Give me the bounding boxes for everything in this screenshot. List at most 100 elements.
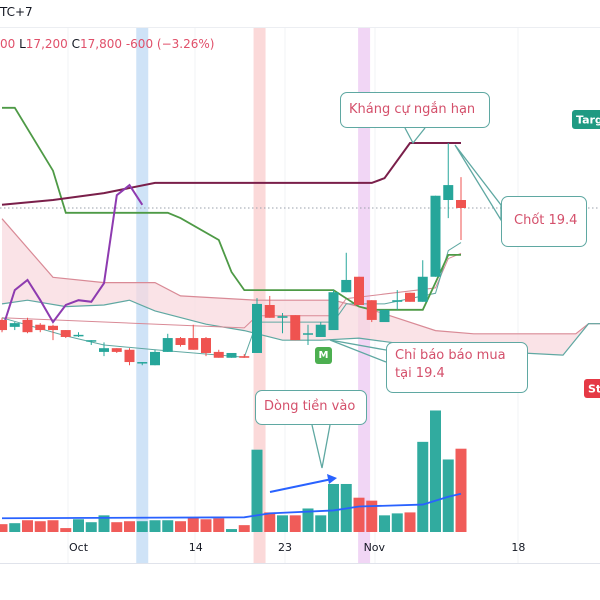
low-value: 17,200 — [25, 37, 68, 51]
arrow-head-icon — [327, 474, 337, 484]
target-tag[interactable]: Target — [572, 110, 600, 129]
volume-bar — [289, 515, 301, 532]
time-axis-label: 14 — [188, 541, 203, 554]
band-upper-line — [1, 252, 462, 329]
oscillator-line — [1, 183, 144, 331]
volume-bar — [162, 520, 174, 532]
stop-tag[interactable]: Stop — [584, 379, 600, 398]
volume-bar — [417, 441, 429, 532]
volume-bar — [366, 500, 378, 532]
volume-bar — [315, 515, 327, 532]
candle-body — [456, 200, 466, 208]
candle-body — [86, 340, 97, 342]
session-highlight — [358, 28, 371, 563]
candle-body — [405, 292, 415, 302]
volume-bar — [302, 508, 314, 532]
resistance-callout[interactable]: Kháng cự ngắn hạn — [340, 92, 490, 128]
candle-body — [162, 338, 173, 352]
time-axis-label: 23 — [278, 541, 293, 554]
candle-body — [150, 351, 160, 366]
candle-body — [417, 276, 428, 302]
candle-body — [73, 334, 84, 337]
resistance-line — [1, 142, 461, 206]
candle-body — [315, 324, 326, 337]
volume-bar — [200, 519, 212, 532]
volume-bar — [111, 522, 123, 532]
volume-bar — [353, 497, 365, 532]
take-profit-callout[interactable]: Chốt 19.4 — [501, 196, 587, 247]
buy-signal-callout[interactable]: Chỉ báo báo mua tại 19.4 — [386, 342, 528, 393]
money-flow-pointer — [311, 424, 331, 469]
buy-signal-text-1: Chỉ báo báo mua — [395, 348, 506, 363]
candle-body — [443, 185, 454, 201]
time-axis-label: Nov — [363, 541, 386, 554]
volume-bar — [442, 459, 454, 532]
candle-body — [354, 276, 364, 306]
candle-body — [201, 338, 211, 353]
target-tag-background — [572, 110, 600, 129]
time-axis-label: Oct — [68, 541, 89, 554]
candle-body — [99, 348, 109, 352]
candle-body — [111, 348, 122, 352]
kijun-line — [2, 106, 461, 311]
candle-body — [175, 338, 186, 345]
volume-bar — [226, 529, 237, 532]
volume-bar — [124, 521, 135, 532]
time-axis-label: 18 — [511, 541, 526, 554]
change-value: -600 (−3.26%) — [125, 37, 215, 51]
candle-body — [137, 362, 148, 364]
volume-bar — [455, 448, 467, 532]
volume-bar — [251, 449, 263, 532]
buy-marker[interactable]: M — [315, 347, 332, 364]
volume-bar — [47, 520, 59, 532]
volume-bar — [430, 410, 441, 532]
candle-body — [252, 303, 262, 353]
stop-tag-label: Stop — [588, 383, 600, 396]
volume-bar — [264, 512, 276, 532]
candle-body — [379, 309, 390, 323]
candle-body — [124, 349, 135, 363]
money-flow-callout[interactable]: Dòng tiền vào — [255, 390, 367, 425]
buy-signal-pointer — [329, 339, 387, 363]
candle-body — [366, 300, 377, 320]
volume-bar — [404, 512, 416, 532]
volume-bar — [34, 521, 46, 532]
candle-body — [188, 338, 199, 350]
close-value: 17,800 — [80, 37, 123, 51]
timezone-label: TC+7 — [0, 5, 33, 19]
ohlc-high-partial: 00 — [0, 37, 16, 51]
volume-bar — [9, 523, 21, 532]
candle-body — [213, 351, 224, 358]
volume-bar — [328, 483, 339, 532]
take-profit-text: Chốt 19.4 — [514, 213, 578, 228]
low-label: L — [19, 37, 26, 51]
candle-body — [60, 330, 71, 337]
target-tag-label: Target — [576, 114, 600, 127]
candle-body — [35, 324, 46, 331]
volume-bar — [136, 521, 148, 532]
resistance-pointer — [404, 127, 426, 145]
volume-ma-line — [1, 492, 462, 520]
volume-bar — [238, 525, 250, 532]
volume-bar — [85, 522, 97, 532]
money-flow-arrow — [269, 478, 333, 493]
header-divider — [0, 27, 600, 28]
resistance-text: Kháng cự ngắn hạn — [349, 102, 476, 117]
candle-body — [303, 333, 313, 335]
candle-body — [328, 292, 339, 331]
candle-body — [392, 300, 403, 302]
volume-bar — [277, 515, 288, 532]
candle-body — [48, 325, 58, 331]
time-axis-line — [0, 563, 600, 564]
volume-bar — [175, 521, 186, 532]
volume-bar — [0, 524, 8, 532]
ohlc-readout: 00 L17,200 C17,800 -600 (−3.26%) — [0, 37, 214, 51]
candle-body — [239, 356, 250, 358]
candle-body — [9, 323, 20, 327]
ichimoku-cloud — [2, 218, 600, 356]
buy-signal-text-2: tại 19.4 — [395, 366, 445, 381]
session-highlight — [253, 28, 266, 563]
stop-tag-background — [584, 379, 600, 398]
volume-bar — [379, 515, 390, 532]
